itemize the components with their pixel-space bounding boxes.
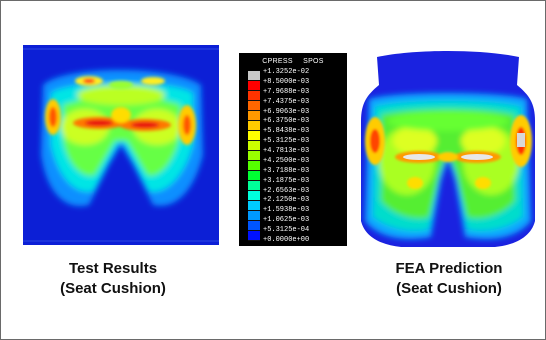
legend-swatch — [248, 101, 260, 111]
legend-value-label: +4.2500e-03 — [263, 156, 310, 165]
legend-value-label: +2.1250e-03 — [263, 196, 310, 205]
legend-value-label: +5.3125e-04 — [263, 226, 310, 234]
legend-value-label: +4.7813e-03 — [263, 147, 310, 155]
test-results-caption-title: Test Results — [68, 260, 158, 277]
fea-prediction-pressure-map — [361, 51, 535, 247]
legend-value-label: +2.6563e-03 — [263, 186, 310, 195]
legend-swatch — [248, 81, 260, 91]
legend-swatch — [248, 211, 260, 221]
legend-value-label: +5.3125e-03 — [263, 137, 310, 146]
legend-swatch — [248, 201, 260, 211]
legend-swatch — [248, 161, 260, 171]
legend-value-label: +5.8438e-03 — [263, 127, 310, 136]
legend-value-label: +1.0625e-03 — [263, 216, 310, 225]
legend-swatch — [248, 91, 260, 101]
test-results-caption-subtitle: (Seat Cushion) — [60, 280, 166, 297]
legend-color-scale — [248, 71, 260, 241]
legend-swatch — [248, 181, 260, 191]
legend-swatch — [248, 121, 260, 131]
legend-swatch — [248, 231, 260, 241]
fea-prediction-caption-subtitle: (Seat Cushion) — [396, 280, 502, 297]
pressure-legend: CPRESS SPOS +1.3252e-02 +8.5000e-03 +7.968… — [239, 53, 347, 246]
legend-swatch — [248, 191, 260, 201]
legend-value-label: +7.4375e-03 — [263, 97, 310, 106]
legend-swatch — [248, 151, 260, 161]
legend-value-label: +7.9688e-03 — [263, 87, 310, 96]
legend-swatch — [248, 71, 260, 81]
fea-prediction-caption-title: FEA Prediction — [395, 260, 503, 277]
legend-swatch — [248, 221, 260, 231]
legend-swatch — [248, 171, 260, 181]
legend-swatch — [248, 141, 260, 151]
fea-prediction-caption: FEA Prediction (Seat Cushion) — [351, 259, 546, 299]
legend-value-label: +6.9063e-03 — [263, 107, 310, 116]
legend-position-label: SPOS — [303, 58, 324, 65]
legend-variable-label: CPRESS — [262, 58, 293, 65]
legend-swatch — [248, 131, 260, 141]
legend-value-label: +3.7188e-03 — [263, 166, 310, 175]
legend-value-labels: +1.3252e-02 +8.5000e-03 +7.9688e-03 +7.4375… — [263, 68, 345, 244]
legend-value-label: +3.1875e-03 — [263, 176, 310, 185]
legend-value-label: +1.3252e-02 — [263, 68, 310, 76]
legend-value-label: +6.3750e-03 — [263, 117, 310, 126]
test-results-caption: Test Results (Seat Cushion) — [13, 259, 213, 299]
test-results-pressure-map — [23, 45, 219, 245]
legend-value-label: +1.5938e-03 — [263, 206, 310, 215]
legend-title: CPRESS SPOS — [239, 58, 347, 65]
legend-value-label: +0.0000e+00 — [263, 235, 310, 244]
legend-swatch — [248, 111, 260, 121]
legend-value-label: +8.5000e-03 — [263, 77, 310, 86]
